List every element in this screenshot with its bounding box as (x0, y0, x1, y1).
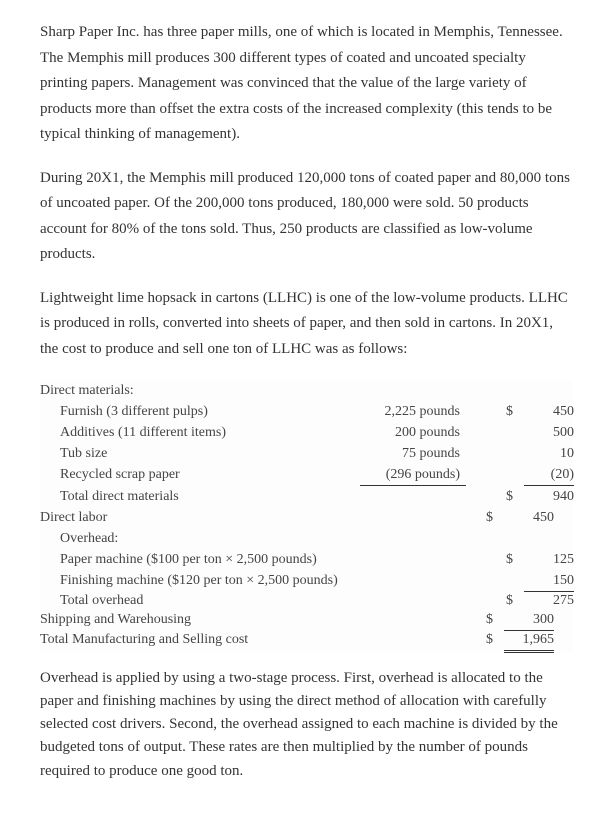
dm-header-row: Direct materials: (40, 380, 573, 401)
overhead-explanation: Overhead is applied by using a two-stage… (40, 667, 573, 783)
dm-item-amount: 10 (524, 443, 574, 464)
dm-total-amount: 940 (524, 486, 574, 507)
intro-paragraph-3: Lightweight lime hopsack in cartons (LLH… (40, 286, 573, 363)
grand-label: Total Manufacturing and Selling cost (40, 631, 340, 650)
oh-total-label: Total overhead (40, 592, 360, 611)
dm-item-amount: 450 (524, 401, 574, 422)
shipping-row: Shipping and Warehousing $ 300 (40, 611, 573, 631)
currency-symbol: $ (466, 592, 524, 611)
dm-item-qty: (296 pounds) (360, 464, 466, 486)
dm-item-amount: 500 (524, 422, 574, 443)
oh-header-row: Overhead: (40, 528, 573, 549)
currency-symbol: $ (466, 486, 524, 507)
grand-amount: 1,965 (504, 631, 554, 653)
table-row: Paper machine ($100 per ton × 2,500 poun… (40, 549, 573, 570)
oh-item-amount: 150 (524, 570, 574, 592)
shipping-amount: 300 (504, 611, 554, 631)
shipping-label: Shipping and Warehousing (40, 611, 340, 630)
intro-paragraph-2: During 20X1, the Memphis mill produced 1… (40, 166, 573, 268)
oh-header-label: Overhead: (40, 528, 360, 549)
grand-total-row: Total Manufacturing and Selling cost $ 1… (40, 631, 573, 653)
dl-label: Direct labor (40, 507, 340, 528)
currency-symbol: $ (446, 611, 504, 630)
currency-symbol: $ (466, 549, 524, 570)
currency-symbol: $ (446, 507, 504, 528)
currency-symbol: $ (466, 401, 524, 422)
currency-symbol: $ (446, 631, 504, 650)
dm-item-label: Additives (11 different items) (40, 422, 360, 443)
table-row: Additives (11 different items) 200 pound… (40, 422, 573, 443)
dm-header-label: Direct materials: (40, 380, 340, 401)
dm-item-label: Furnish (3 different pulps) (40, 401, 360, 422)
oh-item-label: Finishing machine ($120 per ton × 2,500 … (40, 570, 360, 591)
table-row: Tub size 75 pounds 10 (40, 443, 573, 464)
intro-paragraph-1: Sharp Paper Inc. has three paper mills, … (40, 20, 573, 148)
dm-item-label: Tub size (40, 443, 360, 464)
dm-total-label: Total direct materials (40, 486, 360, 507)
table-row: Finishing machine ($120 per ton × 2,500 … (40, 570, 573, 592)
oh-item-amount: 125 (524, 549, 574, 570)
dm-item-qty: 75 pounds (360, 443, 466, 464)
dm-item-label: Recycled scrap paper (40, 464, 360, 485)
cost-table: Direct materials: Furnish (3 different p… (40, 380, 573, 653)
dm-total-row: Total direct materials $ 940 (40, 486, 573, 507)
table-row: Recycled scrap paper (296 pounds) (20) (40, 464, 573, 486)
dl-amount: 450 (504, 507, 554, 528)
dm-item-qty: 200 pounds (360, 422, 466, 443)
oh-total-row: Total overhead $ 275 (40, 592, 573, 611)
dl-row: Direct labor $ 450 (40, 507, 573, 528)
table-row: Furnish (3 different pulps) 2,225 pounds… (40, 401, 573, 422)
dm-item-qty: 2,225 pounds (360, 401, 466, 422)
oh-item-label: Paper machine ($100 per ton × 2,500 poun… (40, 549, 360, 570)
oh-total-amount: 275 (524, 592, 574, 611)
dm-item-amount: (20) (524, 464, 574, 486)
